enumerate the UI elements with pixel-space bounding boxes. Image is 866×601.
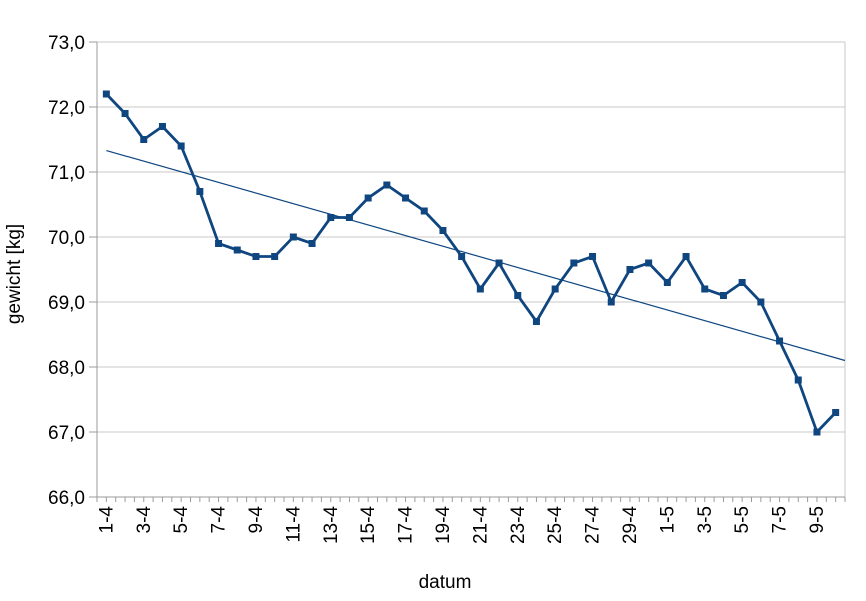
y-tick-label: 72,0	[48, 98, 85, 119]
data-point-marker	[420, 207, 428, 215]
data-point-marker	[645, 259, 653, 267]
data-point-marker	[589, 253, 597, 260]
x-tick-label: 3-4	[134, 506, 155, 534]
data-point-marker	[327, 214, 335, 221]
data-point-marker	[813, 428, 821, 436]
data-point-marker	[476, 285, 484, 293]
data-point-marker	[102, 90, 110, 98]
data-point-marker	[663, 279, 671, 286]
data-point-marker	[570, 259, 578, 267]
data-point-marker	[215, 240, 223, 247]
data-point-marker	[776, 337, 784, 345]
data-point-marker	[551, 285, 559, 293]
data-point-marker	[682, 253, 690, 260]
data-point-marker	[196, 188, 204, 195]
x-tick-label: 19-4	[433, 506, 454, 544]
weight-series-line	[105, 93, 837, 435]
y-tick-label: 67,0	[48, 423, 85, 444]
trendline	[106, 149, 846, 362]
data-point-marker	[757, 298, 765, 306]
x-tick-label: 17-4	[396, 506, 417, 544]
x-tick-label: 15-4	[358, 506, 379, 544]
data-point-marker	[402, 194, 410, 202]
data-point-marker	[177, 142, 185, 150]
x-tick-label: 21-4	[470, 506, 491, 544]
data-point-marker	[626, 266, 634, 273]
y-tick-label: 71,0	[48, 163, 85, 184]
data-point-marker	[439, 227, 447, 234]
y-tick-label: 69,0	[48, 293, 85, 314]
x-tick-label: 1-5	[657, 506, 678, 533]
data-point-marker	[514, 292, 522, 299]
y-tick-label: 70,0	[48, 228, 85, 249]
data-point-marker	[252, 253, 260, 260]
data-point-marker	[495, 259, 503, 267]
x-tick-label: 13-4	[321, 506, 342, 544]
data-point-marker	[719, 292, 727, 299]
data-point-marker	[364, 194, 372, 202]
x-tick-label: 5-4	[171, 506, 192, 534]
x-tick-label: 11-4	[283, 506, 304, 543]
data-point-marker	[738, 279, 746, 286]
data-point-marker	[121, 110, 129, 117]
data-point-marker	[158, 123, 166, 130]
x-tick-label: 5-5	[732, 506, 753, 533]
x-tick-label: 29-4	[620, 506, 641, 544]
data-point-marker	[289, 233, 297, 241]
x-tick-label: 9-4	[246, 506, 267, 534]
y-tick-label: 66,0	[48, 488, 85, 509]
chart-plot-area: 73,0 72,0 71,0 70,0 69,0 68,0 67,0 66,0 1-4 3-4 5-…	[48, 33, 846, 544]
x-tick-label: 3-5	[695, 506, 716, 533]
data-point-marker	[345, 214, 353, 221]
data-point-marker	[532, 318, 540, 325]
data-point-marker	[607, 298, 615, 306]
y-tick-label: 68,0	[48, 358, 85, 379]
x-tick-label: 7-5	[770, 506, 791, 533]
data-point-marker	[383, 181, 391, 189]
y-tick-label: 73,0	[48, 33, 85, 54]
data-point-marker	[701, 285, 709, 293]
x-tick-label: 7-4	[209, 506, 230, 534]
data-point-marker	[271, 253, 279, 260]
x-tick-label: 25-4	[545, 506, 566, 544]
x-tick-label: 27-4	[583, 506, 604, 544]
x-axis-title: datum	[419, 572, 472, 593]
y-axis-title: gewicht [kg]	[4, 224, 25, 324]
data-point-marker	[832, 409, 840, 416]
data-point-marker	[308, 240, 316, 247]
x-tick-label: 1-4	[96, 506, 117, 534]
x-tick-label: 23-4	[508, 506, 529, 544]
data-point-marker	[458, 253, 466, 260]
x-tick-label: 9-5	[807, 506, 828, 533]
data-point-marker	[794, 376, 802, 384]
data-point-marker	[140, 136, 148, 143]
data-point-marker	[233, 246, 241, 254]
